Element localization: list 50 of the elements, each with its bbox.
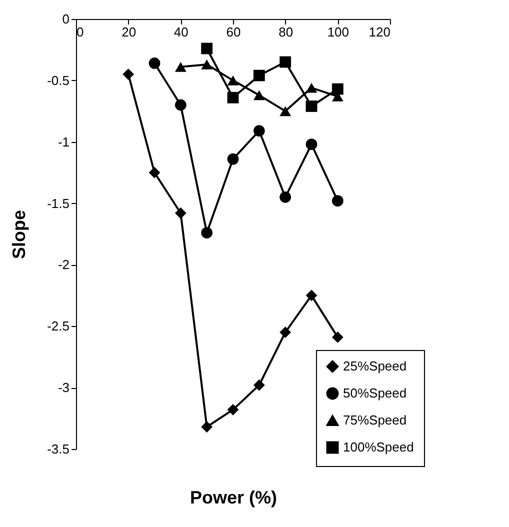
y-tick-label: -0.5 [47, 72, 70, 88]
x-tick-label: 40 [174, 24, 188, 40]
y-tick-label: -1.5 [47, 196, 70, 211]
x-tick-label: 80 [278, 24, 294, 40]
point [201, 42, 213, 54]
point [148, 58, 160, 69]
point [332, 195, 344, 207]
point [148, 166, 160, 178]
x-axis-title: Power (%) [190, 488, 278, 508]
legend-label: 50%Speed [343, 386, 407, 400]
point [306, 290, 318, 302]
point [280, 106, 292, 116]
point [332, 83, 344, 95]
legend-label: 75%Speed [343, 412, 407, 428]
point [332, 332, 344, 343]
point [174, 207, 186, 219]
point [280, 191, 292, 203]
point [280, 326, 292, 338]
legend-label: 25%Speed [343, 358, 407, 374]
point [227, 404, 239, 416]
point [174, 62, 186, 72]
y-tick-label: -1 [58, 134, 70, 150]
point [253, 70, 265, 82]
legend-label: 100%Speed [343, 440, 414, 454]
y-tick-label: -2.5 [47, 318, 70, 334]
point [201, 227, 213, 238]
y-tick-label: -3 [58, 380, 70, 396]
x-tick-label: 100 [327, 24, 350, 40]
point [227, 92, 239, 104]
point [253, 90, 265, 100]
x-tick-label: 0 [76, 24, 84, 40]
point [201, 421, 213, 433]
x-tick-label: 120 [368, 24, 390, 40]
y-tick-label: -3.5 [47, 442, 70, 456]
x-tick-label: 20 [122, 24, 136, 40]
point [280, 56, 292, 68]
point [253, 125, 265, 136]
y-tick-label: -2 [58, 257, 70, 272]
point [174, 99, 186, 111]
y-tick-label: 0 [62, 12, 70, 26]
point [306, 100, 318, 112]
x-tick-label: 60 [226, 24, 241, 40]
point [306, 82, 318, 93]
point [227, 75, 239, 86]
point [201, 60, 213, 70]
point [306, 138, 318, 150]
point [253, 379, 265, 391]
point [227, 153, 239, 165]
y-axis-title: Slope [9, 210, 30, 260]
point [122, 68, 134, 80]
